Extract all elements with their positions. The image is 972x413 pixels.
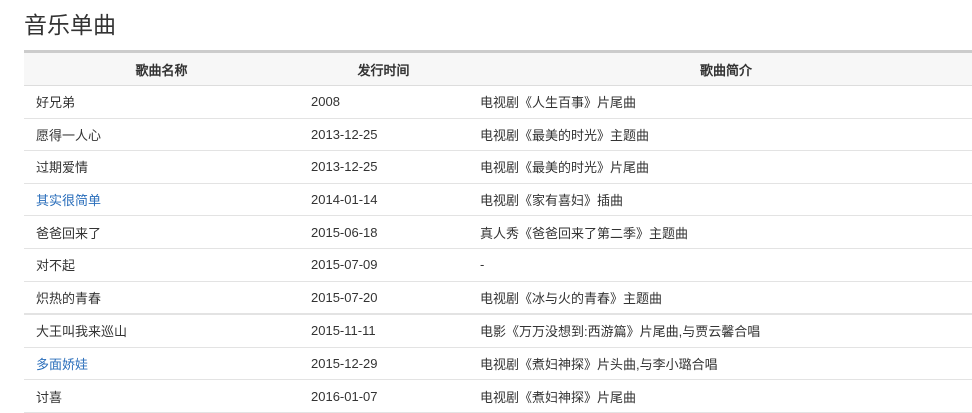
header-release-date: 发行时间 (299, 51, 468, 86)
release-date-cell: 2015-06-18 (299, 215, 468, 249)
song-name-cell: 好兄弟 (24, 85, 299, 119)
description-cell: 电视剧《冰与火的青春》主题曲 (468, 281, 972, 316)
song-name-cell: 愿得一人心 (24, 118, 299, 152)
table-row: 多面娇娃 2015-12-29 电视剧《煮妇神探》片头曲,与李小璐合唱 (24, 347, 972, 381)
song-name-cell: 过期爱情 (24, 150, 299, 184)
song-link[interactable]: 多面娇娃 (36, 357, 89, 373)
table-header-row: 歌曲名称 发行时间 歌曲简介 (24, 51, 972, 86)
song-name-cell: 讨喜 (24, 379, 299, 413)
release-date-cell: 2013-12-25 (299, 150, 468, 184)
table-row: 愿得一人心 2013-12-25 电视剧《最美的时光》主题曲 (24, 118, 972, 152)
table-row: 对不起 2015-07-09- (24, 248, 972, 282)
table-row: 讨喜 2016-01-07 电视剧《煮妇神探》片尾曲 (24, 379, 972, 413)
song-name-cell: 大王叫我来巡山 (24, 314, 299, 348)
release-date-cell: 2014-01-14 (299, 183, 468, 217)
release-date-cell: 2008 (299, 85, 468, 119)
description-cell: - (468, 248, 972, 282)
page-title: 音乐单曲 (24, 12, 116, 38)
description-cell: 电视剧《最美的时光》片尾曲 (468, 150, 972, 184)
release-date-cell: 2015-12-29 (299, 347, 468, 381)
header-song-name: 歌曲名称 (24, 51, 299, 86)
table-row: 炽热的青春 2015-07-20 电视剧《冰与火的青春》主题曲 (24, 281, 972, 316)
table-row: 爸爸回来了 2015-06-18 真人秀《爸爸回来了第二季》主题曲 (24, 215, 972, 249)
table-row: 其实很简单 2014-01-14 电视剧《家有喜妇》插曲 (24, 183, 972, 217)
song-name-cell: 炽热的青春 (24, 281, 299, 316)
header-description: 歌曲简介 (468, 51, 972, 86)
description-cell: 电视剧《煮妇神探》片尾曲 (468, 379, 972, 413)
songs-table: 歌曲名称 发行时间 歌曲简介 好兄弟 2008 电视剧《人生百事》片尾曲 愿得一人心 2… (24, 50, 972, 413)
release-date-cell: 2013-12-25 (299, 118, 468, 152)
description-cell: 电视剧《人生百事》片尾曲 (468, 85, 972, 119)
description-cell: 电影《万万没想到:西游篇》片尾曲,与贾云馨合唱 (468, 314, 972, 348)
song-name-cell: 其实很简单 (24, 183, 299, 217)
description-cell: 电视剧《最美的时光》主题曲 (468, 118, 972, 152)
description-cell: 电视剧《煮妇神探》片头曲,与李小璐合唱 (468, 347, 972, 381)
song-link[interactable]: 其实很简单 (36, 193, 102, 209)
song-name-cell: 对不起 (24, 248, 299, 282)
release-date-cell: 2015-07-20 (299, 281, 468, 316)
release-date-cell: 2016-01-07 (299, 379, 468, 413)
song-name-cell: 爸爸回来了 (24, 215, 299, 249)
description-cell: 电视剧《家有喜妇》插曲 (468, 183, 972, 217)
table-row: 好兄弟 2008 电视剧《人生百事》片尾曲 (24, 85, 972, 119)
release-date-cell: 2015-07-09 (299, 248, 468, 282)
description-cell: 真人秀《爸爸回来了第二季》主题曲 (468, 215, 972, 249)
song-name-cell: 多面娇娃 (24, 347, 299, 381)
release-date-cell: 2015-11-11 (299, 314, 468, 348)
table-row: 过期爱情 2013-12-25 电视剧《最美的时光》片尾曲 (24, 150, 972, 184)
table-row: 大王叫我来巡山 2015-11-11 电影《万万没想到:西游篇》片尾曲,与贾云馨合唱 (24, 314, 972, 348)
